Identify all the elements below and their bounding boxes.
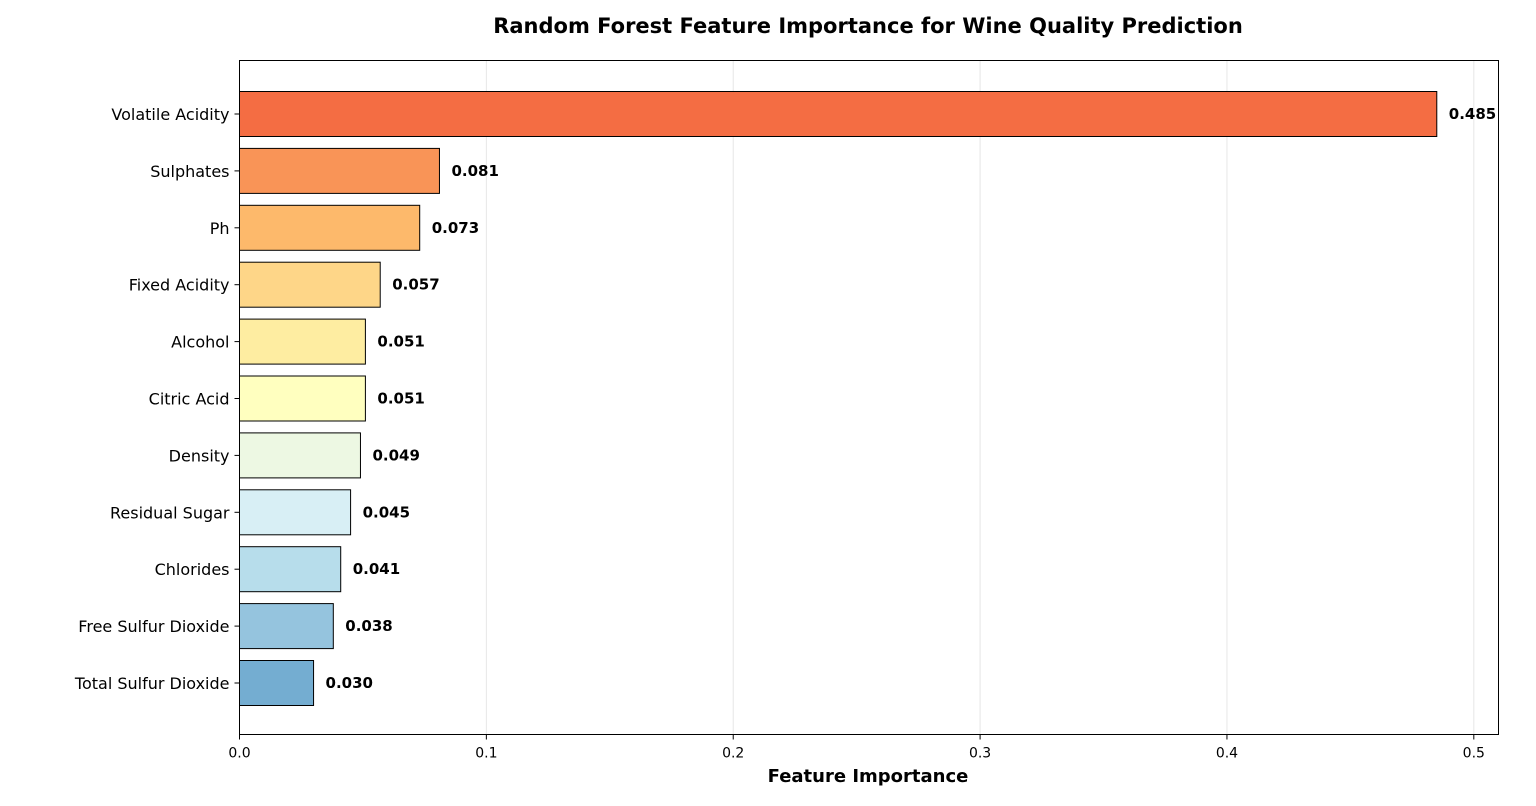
grid-lines bbox=[485, 60, 1475, 735]
x-tick-label: 0.1 bbox=[475, 746, 497, 762]
y-tick-label: Ph bbox=[210, 219, 230, 238]
data-labels: 0.485 0.081 0.073 0.057 0.051 0.051 0.049 0.045… bbox=[326, 105, 1497, 692]
x-axis-label: Feature Importance bbox=[768, 766, 969, 787]
bar bbox=[239, 261, 381, 308]
y-tick-label: Citric Acid bbox=[149, 390, 230, 409]
data-label: 0.045 bbox=[363, 503, 410, 521]
data-label: 0.081 bbox=[451, 162, 498, 180]
y-axis-ticks: Volatile Acidity Sulphates Ph Fixed Acidity… bbox=[74, 105, 240, 693]
x-axis-ticks: 0.0 0.1 0.2 0.3 0.4 0.5 bbox=[228, 734, 1485, 762]
bar bbox=[239, 660, 315, 706]
x-tick-label: 0.5 bbox=[1463, 746, 1485, 762]
data-label: 0.051 bbox=[377, 390, 424, 408]
bars bbox=[239, 91, 1438, 706]
bar bbox=[239, 375, 366, 422]
data-label: 0.038 bbox=[345, 617, 392, 635]
y-tick-label: Total Sulfur Dioxide bbox=[74, 674, 230, 693]
y-tick-label: Fixed Acidity bbox=[129, 276, 230, 295]
data-label: 0.030 bbox=[326, 674, 373, 692]
bar bbox=[239, 91, 1438, 137]
y-tick-label: Volatile Acidity bbox=[111, 105, 229, 124]
bar bbox=[239, 489, 352, 536]
x-tick-label: 0.3 bbox=[969, 746, 991, 762]
bar bbox=[239, 204, 421, 251]
y-tick-label: Free Sulfur Dioxide bbox=[78, 617, 229, 636]
data-label: 0.057 bbox=[392, 276, 439, 294]
y-tick-label: Sulphates bbox=[150, 162, 229, 181]
y-tick-label: Alcohol bbox=[171, 333, 229, 352]
y-tick-label: Chlorides bbox=[155, 560, 230, 579]
data-label: 0.051 bbox=[377, 333, 424, 351]
plot-frame bbox=[239, 60, 1499, 735]
x-tick-label: 0.0 bbox=[228, 746, 250, 762]
data-label: 0.049 bbox=[372, 446, 419, 464]
data-label: 0.073 bbox=[432, 219, 479, 237]
x-tick-label: 0.4 bbox=[1216, 746, 1238, 762]
x-tick-label: 0.2 bbox=[722, 746, 744, 762]
chart-title: Random Forest Feature Importance for Win… bbox=[493, 14, 1243, 38]
data-label: 0.041 bbox=[353, 560, 400, 578]
y-tick-label: Residual Sugar bbox=[110, 503, 230, 522]
bar bbox=[239, 318, 366, 365]
bar bbox=[239, 432, 361, 479]
bar bbox=[239, 147, 440, 194]
bar bbox=[239, 546, 342, 593]
y-tick-label: Density bbox=[169, 446, 230, 465]
bar bbox=[239, 603, 334, 650]
data-label: 0.485 bbox=[1449, 105, 1496, 123]
